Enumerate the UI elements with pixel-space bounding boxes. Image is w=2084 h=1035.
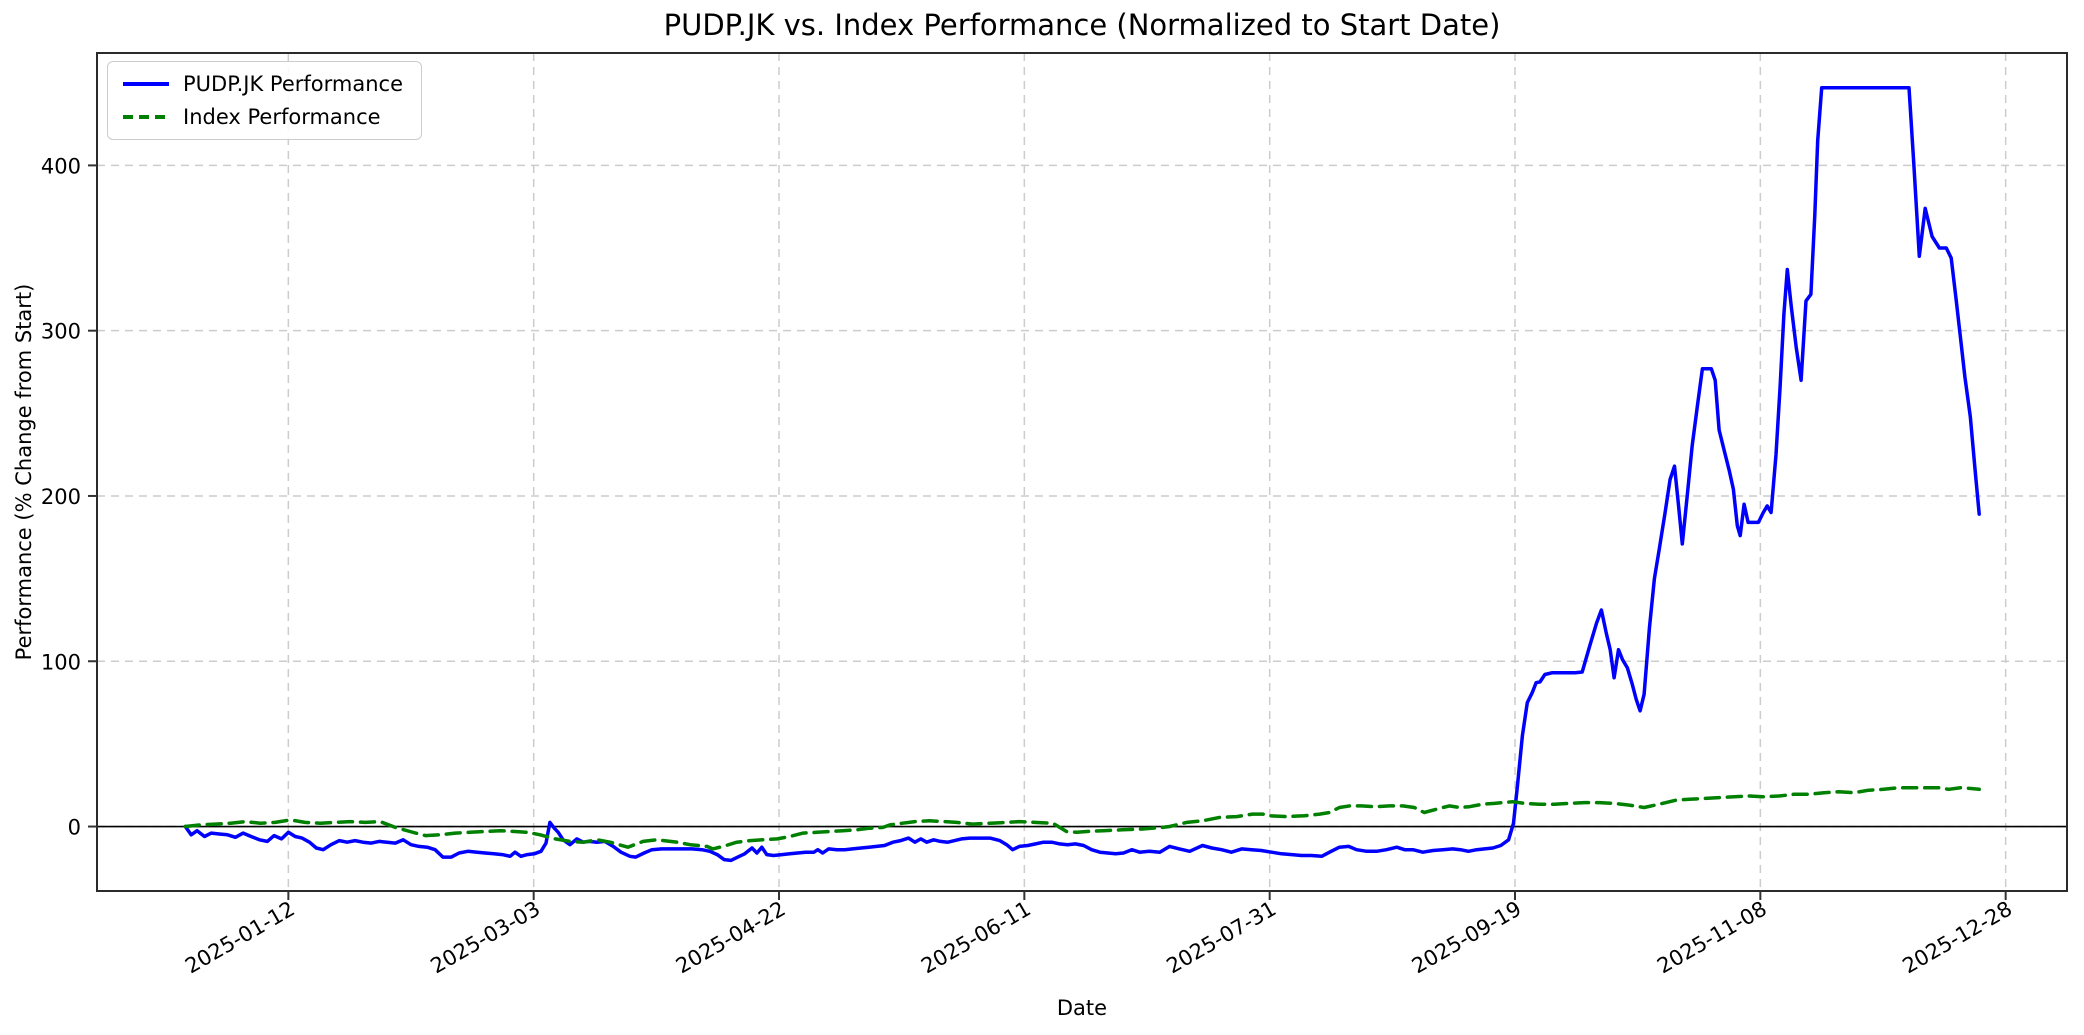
chart-title: PUDP.JK vs. Index Performance (Normalize… [663, 8, 1501, 42]
legend: PUDP.JK Performance Index Performance [107, 61, 422, 140]
y-tick-label: 0 [68, 816, 81, 840]
x-tick-label: 2025-01-12 [181, 897, 299, 979]
pudp-series-line [183, 85, 1981, 863]
x-tick-label: 2025-06-11 [917, 897, 1035, 979]
y-tick-label: 400 [41, 154, 81, 178]
x-tick-label: 2025-07-31 [1162, 897, 1280, 979]
x-tick-label: 2025-11-08 [1653, 897, 1771, 979]
legend-item-pudp: PUDP.JK Performance [122, 72, 403, 96]
legend-label-pudp: PUDP.JK Performance [183, 72, 403, 96]
legend-line-sample-pudp [123, 82, 169, 86]
y-axis-label: Performance (% Change from Start) [12, 283, 36, 661]
index-series-line [183, 785, 1981, 851]
legend-line-sample-index [123, 115, 169, 119]
legend-label-index: Index Performance [183, 105, 381, 129]
x-tick-label: 2025-09-19 [1408, 897, 1526, 979]
y-tick-label: 100 [41, 650, 81, 674]
y-tick-label: 200 [41, 485, 81, 509]
legend-item-index: Index Performance [122, 105, 403, 129]
x-tick-label: 2025-04-22 [672, 897, 790, 979]
x-axis-label: Date [1056, 996, 1108, 1020]
plot-border [96, 52, 2068, 892]
x-tick-label: 2025-12-28 [1898, 897, 2016, 979]
y-tick-label: 300 [41, 320, 81, 344]
x-tick-label: 2025-03-03 [426, 897, 544, 979]
